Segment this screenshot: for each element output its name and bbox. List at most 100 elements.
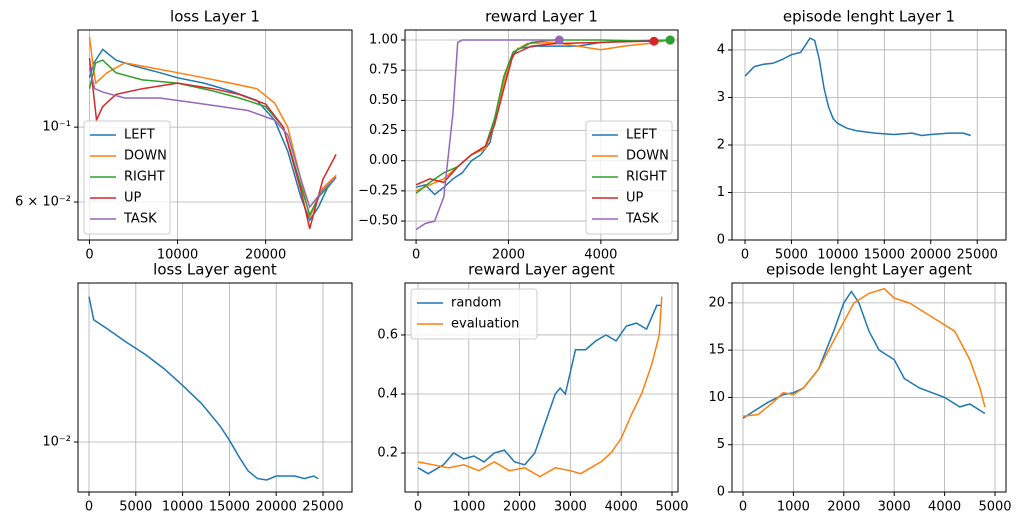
chart-title: reward Layer agent bbox=[468, 261, 615, 279]
x-tick-label: 4000 bbox=[605, 500, 638, 515]
series-line bbox=[88, 58, 337, 229]
series-line bbox=[744, 37, 971, 137]
y-tick-label: 3 bbox=[717, 90, 725, 105]
y-tick-label: 0 bbox=[717, 485, 725, 500]
legend-label: RIGHT bbox=[626, 170, 667, 185]
panel: reward Layer agent 0 1000 2000 3000 4000 5000 0… bbox=[377, 261, 688, 515]
legend-box bbox=[585, 120, 673, 235]
axes-frame bbox=[404, 29, 679, 241]
legend-box bbox=[410, 288, 538, 340]
y-tick-label: 1 bbox=[717, 185, 725, 200]
x-tick-label: 15000 bbox=[864, 248, 905, 263]
chart-title: reward Layer 1 bbox=[485, 8, 598, 26]
x-tick-label: 3000 bbox=[878, 500, 911, 515]
series-line bbox=[415, 39, 560, 231]
x-tick-label: 0 bbox=[741, 248, 749, 263]
y-tick-label: 2 bbox=[717, 137, 725, 152]
y-tick-label: 15 bbox=[708, 343, 725, 358]
legend-label: random bbox=[451, 296, 501, 311]
panel: episode lenght Layer agent 0 1000 2000 3000 4… bbox=[708, 261, 1011, 515]
x-tick-label: 5000 bbox=[978, 500, 1011, 515]
x-tick-label: 20000 bbox=[256, 500, 297, 515]
x-tick-label: 5000 bbox=[119, 500, 152, 515]
x-tick-label: 0 bbox=[85, 500, 93, 515]
x-tick-label: 20000 bbox=[245, 248, 286, 263]
legend-label: evaluation bbox=[451, 317, 519, 332]
x-tick-label: 0 bbox=[414, 500, 422, 515]
panel: episode lenght Layer 1 0 5000 10000 15000 200… bbox=[717, 8, 1007, 263]
y-tick-label: 0.2 bbox=[377, 446, 398, 461]
panel: reward Layer 1 0 2000 4000 −0.50 −0.25 0.00 0.2… bbox=[358, 8, 679, 263]
series-line bbox=[417, 304, 662, 475]
legend-box bbox=[83, 120, 171, 235]
legend-label: TASK bbox=[625, 212, 659, 227]
y-tick-label: 10⁻¹ bbox=[42, 120, 71, 135]
panel: loss Layer agent 0 5000 10000 15000 20000 2500… bbox=[42, 261, 353, 515]
end-marker bbox=[665, 35, 675, 45]
series-line bbox=[88, 67, 337, 209]
chart-title: episode lenght Layer 1 bbox=[783, 8, 955, 26]
x-tick-label: 15000 bbox=[209, 500, 250, 515]
legend-label: DOWN bbox=[626, 149, 669, 164]
chart-title: loss Layer 1 bbox=[170, 8, 260, 26]
series-line bbox=[88, 59, 337, 217]
y-tick-label: 4 bbox=[717, 42, 725, 57]
y-tick-label: 0.6 bbox=[377, 327, 398, 342]
y-tick-label: 20 bbox=[708, 295, 725, 310]
y-tick-label: 1.00 bbox=[369, 33, 398, 48]
x-tick-label: 3000 bbox=[554, 500, 587, 515]
y-tick-label: 0.50 bbox=[369, 93, 398, 108]
y-tick-label: 5 bbox=[717, 437, 725, 452]
y-tick-label: 0 bbox=[717, 233, 725, 248]
series-line bbox=[415, 39, 671, 192]
chart-title: episode lenght Layer agent bbox=[766, 261, 972, 279]
y-tick-label: 0.75 bbox=[369, 63, 398, 78]
y-tick-label: 6 × 10⁻² bbox=[15, 195, 71, 210]
x-tick-label: 5000 bbox=[775, 248, 808, 263]
axes-frame bbox=[77, 29, 353, 241]
series-line bbox=[742, 290, 986, 419]
y-tick-label: 0.00 bbox=[369, 153, 398, 168]
x-tick-label: 20000 bbox=[910, 248, 951, 263]
legend-label: DOWN bbox=[124, 149, 167, 164]
y-tick-label: 10 bbox=[708, 390, 725, 405]
x-tick-label: 25000 bbox=[957, 248, 998, 263]
legend-label: UP bbox=[626, 191, 644, 206]
legend-label: UP bbox=[124, 191, 142, 206]
legend-label: RIGHT bbox=[124, 170, 165, 185]
x-tick-label: 25000 bbox=[302, 500, 343, 515]
legend-label: TASK bbox=[123, 212, 157, 227]
y-tick-label: −0.25 bbox=[358, 183, 398, 198]
end-marker bbox=[649, 36, 659, 46]
axes-frame bbox=[404, 282, 679, 493]
axes-frame bbox=[731, 282, 1007, 493]
axes-frame bbox=[77, 282, 353, 493]
x-tick-label: 0 bbox=[739, 500, 747, 515]
x-tick-label: 10000 bbox=[817, 248, 858, 263]
y-tick-label: 0.4 bbox=[377, 386, 398, 401]
end-marker bbox=[554, 35, 564, 45]
panel: loss Layer 1 0 10000 20000 6 × 10⁻² 10⁻¹ LEFT D… bbox=[15, 8, 353, 263]
x-tick-label: 0 bbox=[412, 248, 420, 263]
legend-label: LEFT bbox=[124, 128, 155, 143]
chart-title: loss Layer agent bbox=[153, 261, 277, 279]
x-tick-label: 1000 bbox=[777, 500, 810, 515]
x-tick-label: 2000 bbox=[492, 248, 525, 263]
y-tick-label: 0.25 bbox=[369, 123, 398, 138]
axes-frame bbox=[731, 29, 1007, 241]
legend-label: LEFT bbox=[626, 128, 657, 143]
y-tick-label: −0.50 bbox=[358, 214, 398, 229]
x-tick-label: 1000 bbox=[452, 500, 485, 515]
series-line bbox=[88, 296, 319, 481]
x-tick-label: 10000 bbox=[157, 248, 198, 263]
x-tick-label: 2000 bbox=[503, 500, 536, 515]
x-tick-label: 5000 bbox=[655, 500, 688, 515]
y-tick-label: 10⁻² bbox=[42, 434, 71, 449]
x-tick-label: 4000 bbox=[928, 500, 961, 515]
x-tick-label: 10000 bbox=[162, 500, 203, 515]
series-line bbox=[417, 296, 663, 478]
x-tick-label: 4000 bbox=[584, 248, 617, 263]
series-line bbox=[742, 287, 986, 418]
x-tick-label: 2000 bbox=[827, 500, 860, 515]
